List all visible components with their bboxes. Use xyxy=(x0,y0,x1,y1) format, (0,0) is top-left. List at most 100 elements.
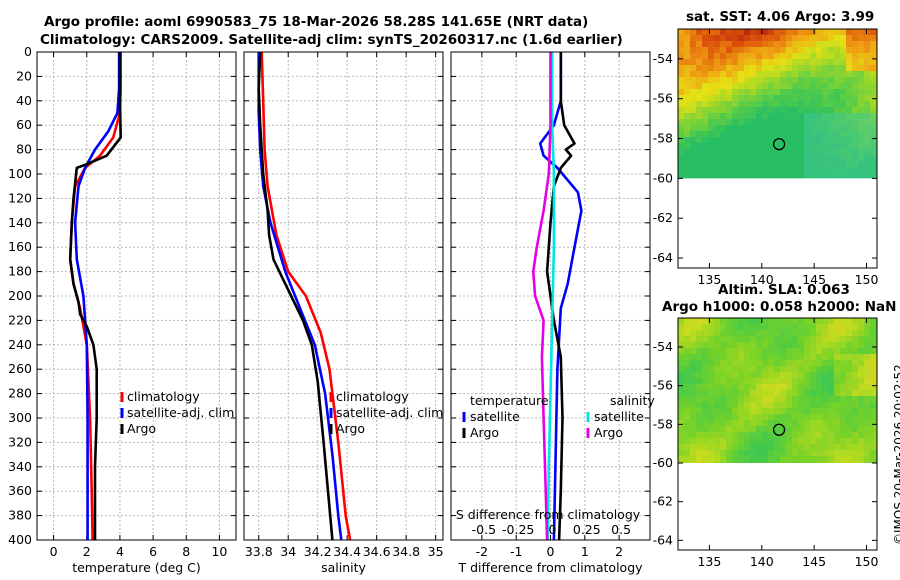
sla-cell xyxy=(828,378,834,384)
sla-cell xyxy=(762,444,768,450)
sla-cell xyxy=(864,438,870,444)
sst-cell xyxy=(786,125,792,131)
sla-cell xyxy=(750,438,756,444)
sla-cell xyxy=(840,384,846,390)
sla-cell xyxy=(816,408,822,414)
sst-cell xyxy=(870,131,876,137)
sla-cell xyxy=(750,348,756,354)
sla-cell xyxy=(774,414,780,420)
sla-cell xyxy=(822,450,828,456)
sla-cell xyxy=(852,384,858,390)
sla-cell xyxy=(714,402,720,408)
sst-cell xyxy=(786,95,792,101)
sst-cell xyxy=(750,89,756,95)
sla-cell xyxy=(768,348,774,354)
sla-cell xyxy=(726,450,732,456)
sst-cell xyxy=(702,113,708,119)
sst-cell xyxy=(864,167,870,173)
sla-cell xyxy=(768,324,774,330)
sst-cell xyxy=(864,107,870,113)
sla-cell xyxy=(858,348,864,354)
sst-cell xyxy=(780,131,786,137)
sla-cell xyxy=(804,336,810,342)
sla-cell xyxy=(708,348,714,354)
sla-cell xyxy=(756,396,762,402)
sla-cell xyxy=(834,342,840,348)
sst-cell xyxy=(834,107,840,113)
sla-cell xyxy=(708,408,714,414)
sla-cell xyxy=(714,366,720,372)
sla-cell xyxy=(810,444,816,450)
sst-cell xyxy=(870,143,876,149)
sst-cell xyxy=(708,161,714,167)
sst-cell xyxy=(690,173,696,179)
sst-cell xyxy=(708,71,714,77)
sst-cell xyxy=(870,41,876,47)
sst-cell xyxy=(738,83,744,89)
sla-cell xyxy=(756,426,762,432)
sla-cell xyxy=(708,372,714,378)
sla-cell xyxy=(828,462,834,463)
sst-cell xyxy=(786,113,792,119)
sla-cell xyxy=(810,390,816,396)
sst-cell xyxy=(744,77,750,83)
sst-cell xyxy=(858,107,864,113)
sla-cell xyxy=(840,318,846,324)
sst-cell xyxy=(792,149,798,155)
sst-cell xyxy=(864,71,870,77)
sst-cell xyxy=(798,77,804,83)
sst-cell xyxy=(726,107,732,113)
sla-cell xyxy=(696,336,702,342)
sst-cell xyxy=(732,65,738,71)
sla-cell xyxy=(780,438,786,444)
sla-cell xyxy=(726,324,732,330)
sst-cell xyxy=(726,155,732,161)
sla-cell xyxy=(840,330,846,336)
sla-cell xyxy=(708,318,714,324)
sst-cell xyxy=(774,173,780,179)
sst-cell xyxy=(816,35,822,41)
sla-cell xyxy=(762,366,768,372)
depth-tick-label: 400 xyxy=(8,532,32,547)
sla-cell xyxy=(738,372,744,378)
sla-cell xyxy=(696,438,702,444)
sst-cell xyxy=(810,167,816,173)
sla-cell xyxy=(840,462,846,463)
sla-cell xyxy=(738,330,744,336)
sla-cell xyxy=(702,342,708,348)
sst-cell xyxy=(822,161,828,167)
sst-cell xyxy=(750,143,756,149)
sst-cell xyxy=(780,167,786,173)
sst-cell xyxy=(828,47,834,53)
x-tick-label: 10 xyxy=(211,544,227,559)
sla-cell xyxy=(690,414,696,420)
sla-cell xyxy=(714,324,720,330)
sst-cell xyxy=(834,71,840,77)
sla-cell xyxy=(852,432,858,438)
sst-cell xyxy=(720,173,726,179)
sla-cell xyxy=(696,372,702,378)
sla-cell xyxy=(684,324,690,330)
sla-cell xyxy=(870,402,876,408)
sst-cell xyxy=(762,149,768,155)
sst-cell xyxy=(756,155,762,161)
sst-cell xyxy=(750,137,756,143)
sla-cell xyxy=(702,324,708,330)
sla-cell xyxy=(792,462,798,463)
sst-cell xyxy=(702,59,708,65)
sla-cell xyxy=(696,426,702,432)
sst-cell xyxy=(834,155,840,161)
sla-cell xyxy=(858,384,864,390)
sst-cell xyxy=(846,95,852,101)
sla-cell xyxy=(678,396,684,402)
sla-cell xyxy=(696,378,702,384)
sla-cell xyxy=(828,390,834,396)
depth-tick-label: 340 xyxy=(8,459,32,474)
sla-cell xyxy=(678,372,684,378)
sla-cell xyxy=(858,372,864,378)
sla-cell xyxy=(732,432,738,438)
sst-cell xyxy=(780,149,786,155)
sla-cell xyxy=(798,432,804,438)
sst-cell xyxy=(744,65,750,71)
sst-cell xyxy=(768,83,774,89)
